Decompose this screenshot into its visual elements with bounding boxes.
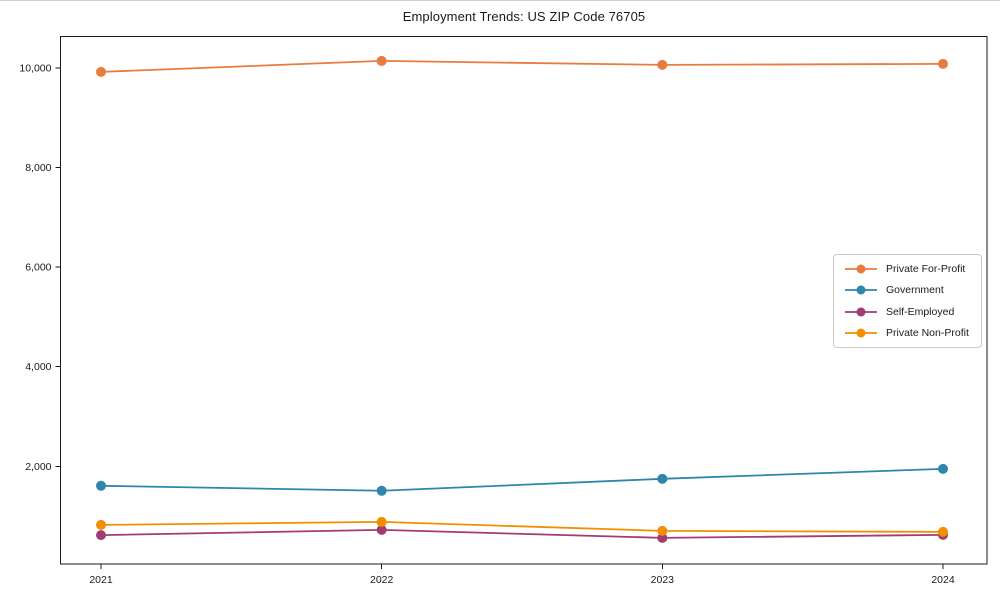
legend-marker-self-employed <box>845 307 877 317</box>
data-point-private-for-profit <box>376 55 387 66</box>
y-tick-label: 10,000 <box>19 62 51 74</box>
series-line-private-for-profit <box>100 60 944 73</box>
data-point-private-for-profit <box>938 58 948 69</box>
data-point-private-non-profit <box>96 519 106 530</box>
legend-item-private-non-profit: Private Non-Profit <box>845 325 981 341</box>
data-point-private-for-profit <box>657 59 668 70</box>
series-line-self-employed <box>100 528 944 539</box>
legend-label-government: Government <box>886 284 944 297</box>
x-tick-label: 2021 <box>89 574 113 586</box>
data-point-government <box>938 463 948 474</box>
data-point-government <box>376 485 387 496</box>
x-tick-label: 2023 <box>651 574 675 586</box>
legend-item-government: Government <box>845 282 981 298</box>
legend-label-private-non-profit: Private Non-Profit <box>886 327 969 340</box>
y-tick-label: 6,000 <box>25 262 51 274</box>
x-tick-label: 2024 <box>931 574 955 586</box>
series-line-government <box>100 467 944 492</box>
legend-label-self-employed: Self-Employed <box>886 305 955 318</box>
x-tick-label: 2022 <box>370 574 394 586</box>
legend-marker-government <box>845 285 877 295</box>
data-point-self-employed <box>376 524 387 535</box>
data-point-self-employed <box>96 530 106 541</box>
chart-title: Employment Trends: US ZIP Code 76705 <box>402 9 646 24</box>
legend-marker-private-for-profit <box>845 264 877 274</box>
y-tick-label: 4,000 <box>25 361 51 373</box>
series-line-private-non-profit <box>100 521 944 533</box>
axes-frame <box>60 36 988 565</box>
data-point-private-non-profit <box>938 526 948 537</box>
data-point-private-non-profit <box>657 525 668 536</box>
data-point-private-for-profit <box>96 66 106 77</box>
legend-label-private-for-profit: Private For-Profit <box>886 262 966 275</box>
data-point-self-employed <box>657 532 668 543</box>
y-tick-label: 2,000 <box>25 461 51 473</box>
legend-item-private-for-profit: Private For-Profit <box>845 261 981 277</box>
data-point-government <box>96 480 106 491</box>
data-point-government <box>657 473 668 484</box>
legend-marker-private-non-profit <box>845 328 877 338</box>
legend-item-self-employed: Self-Employed <box>845 304 981 320</box>
legend: Private For-Profit Government Self-Employe… <box>833 254 982 348</box>
data-point-private-non-profit <box>376 516 387 527</box>
y-tick-label: 8,000 <box>25 162 51 174</box>
